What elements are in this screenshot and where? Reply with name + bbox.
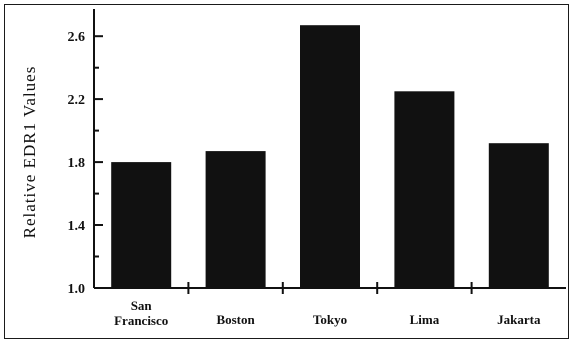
x-tick-label: Jakarta — [497, 312, 541, 327]
bar-chart: Relative EDR1 Values 1.0 1.4 1.8 2.2 2.6 San… — [20, 9, 566, 328]
bar-1 — [205, 151, 266, 288]
x-tick-label-line: Lima — [410, 312, 440, 327]
x-tick-label: San Francisco — [114, 298, 168, 328]
x-tick-label: Tokyo — [313, 312, 347, 327]
chart-frame: Relative EDR1 Values 1.0 1.4 1.8 2.2 2.6 San… — [4, 4, 569, 339]
bar-4 — [488, 143, 549, 288]
x-tick-label-line: San — [131, 298, 153, 313]
bar-0 — [111, 162, 172, 288]
x-tick-label-line: Tokyo — [313, 312, 347, 327]
x-ticks-layer: San Francisco Boston Tokyo Lima Jakarta — [114, 282, 541, 328]
y-tick-label: 2.2 — [68, 93, 86, 108]
y-tick-label: 1.4 — [68, 219, 86, 234]
axes-layer — [93, 9, 566, 289]
y-ticks-layer: 1.0 1.4 1.8 2.2 2.6 — [68, 30, 103, 297]
y-axis-label-group: Relative EDR1 Values — [20, 66, 39, 239]
x-tick-label: Boston — [216, 312, 255, 327]
bar-3 — [394, 91, 455, 288]
x-tick-label-line: Jakarta — [497, 312, 541, 327]
x-tick-label-line: Francisco — [114, 313, 168, 328]
y-tick-label: 1.8 — [68, 156, 86, 171]
bars-layer — [111, 25, 549, 288]
x-tick-label-line: Boston — [216, 312, 255, 327]
bar-2 — [300, 25, 360, 288]
y-tick-label: 2.6 — [68, 30, 86, 45]
y-tick-label: 1.0 — [68, 282, 86, 297]
x-tick-label: Lima — [410, 312, 440, 327]
y-axis-label: Relative EDR1 Values — [20, 66, 39, 239]
